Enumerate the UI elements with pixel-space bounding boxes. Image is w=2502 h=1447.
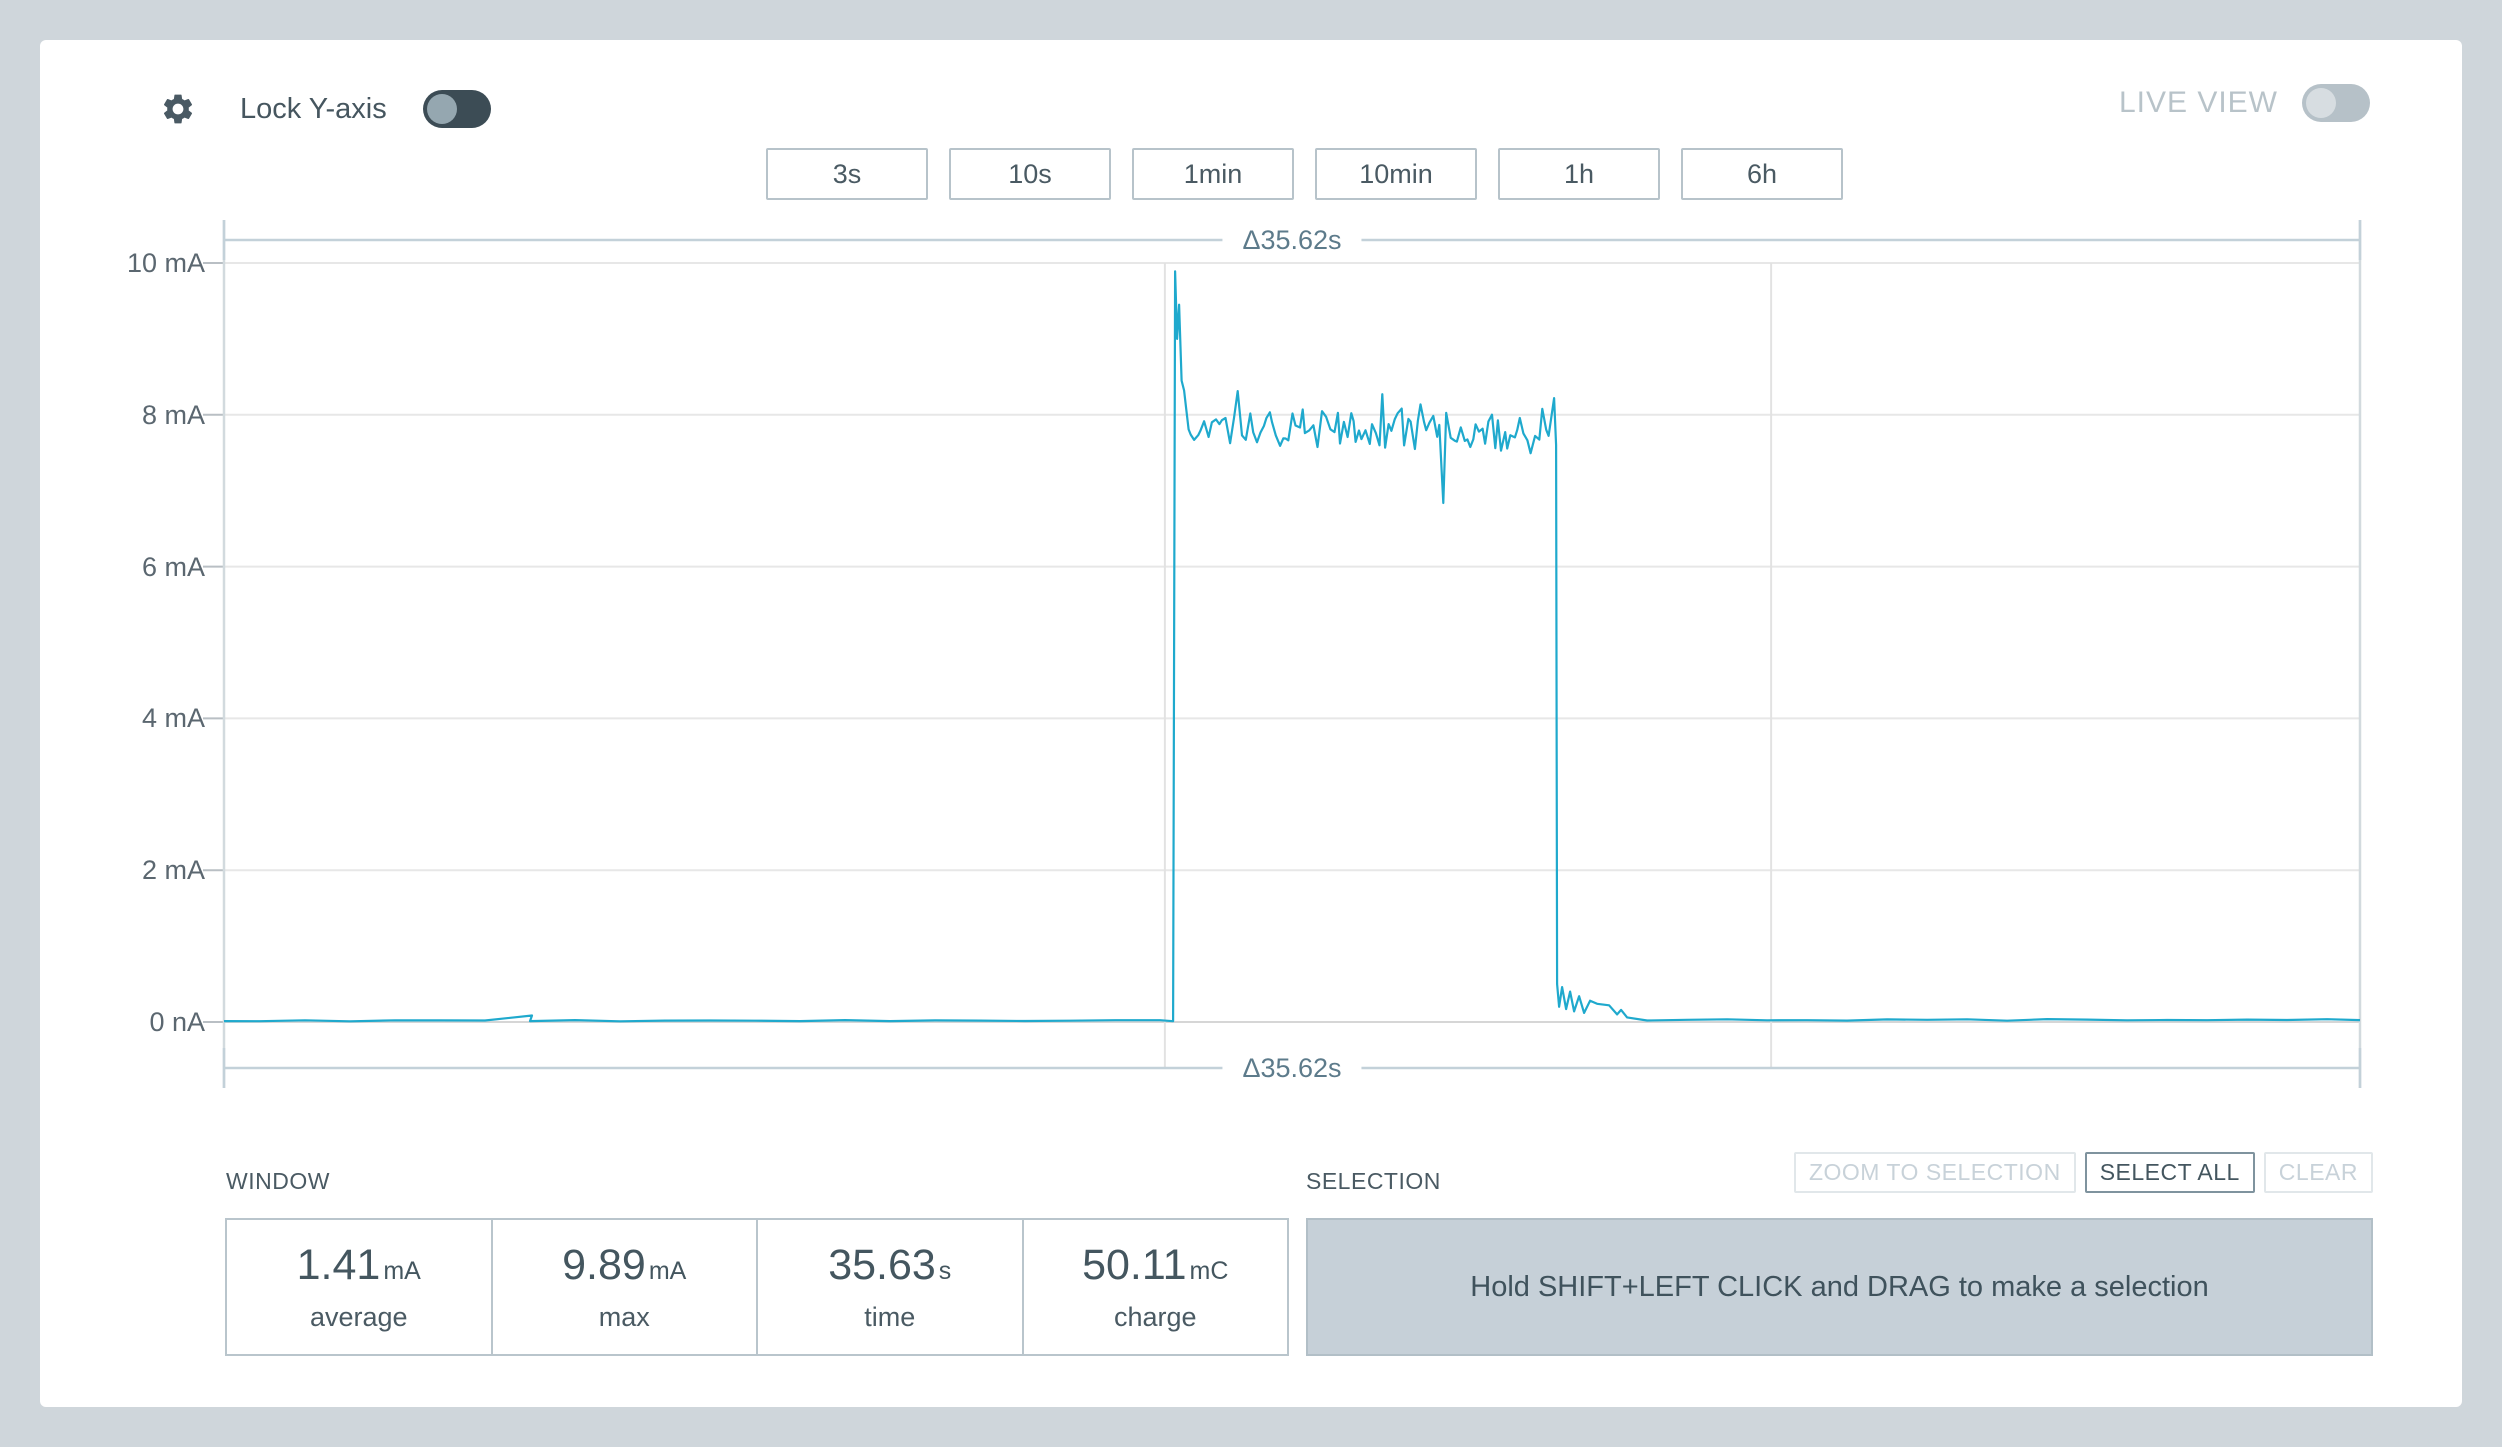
stat-max-value: 9.89: [562, 1241, 646, 1289]
y-axis-label: 10 mA: [126, 248, 205, 278]
lock-y-axis-toggle[interactable]: [422, 90, 491, 128]
window-duration-label-top: Δ35.62s: [1222, 224, 1362, 256]
lock-y-axis-toggle-knob: [426, 94, 457, 124]
main-panel: Lock Y-axis LIVE VIEW 3s 10s 1min 10min …: [40, 40, 2462, 1407]
time-range-button-6h[interactable]: 6h: [1681, 148, 1843, 200]
clear-selection-button: CLEAR: [2263, 1152, 2373, 1193]
y-axis-label: 6 mA: [141, 552, 205, 582]
selection-panel: Hold SHIFT+LEFT CLICK and DRAG to make a…: [1306, 1218, 2373, 1356]
time-range-button-3s[interactable]: 3s: [766, 148, 928, 200]
lock-y-axis-label: Lock Y-axis: [240, 92, 387, 125]
stat-charge-unit: mC: [1189, 1257, 1229, 1285]
y-axis-label: 4 mA: [141, 703, 205, 733]
live-view-toggle-knob: [2306, 88, 2336, 118]
chart-axes: [222, 220, 2362, 1088]
select-all-button[interactable]: SELECT ALL: [2084, 1152, 2255, 1193]
live-view-label: LIVE VIEW: [2118, 86, 2278, 119]
time-range-button-10min[interactable]: 10min: [1315, 148, 1477, 200]
stat-time-value: 35.63: [828, 1241, 936, 1289]
live-view-row: LIVE VIEW: [2119, 84, 2370, 122]
stat-charge-value: 50.11: [1082, 1241, 1187, 1289]
time-range-button-10s[interactable]: 10s: [949, 148, 1111, 200]
selection-hint-text: Hold SHIFT+LEFT CLICK and DRAG to make a…: [1470, 1270, 2209, 1303]
current-trace: [223, 270, 2361, 1023]
stat-charge-label: charge: [1113, 1302, 1197, 1332]
live-view-toggle[interactable]: [2302, 84, 2370, 122]
selection-buttons: ZOOM TO SELECTION SELECT ALL CLEAR: [1793, 1152, 2373, 1193]
stat-average-value: 1.41: [296, 1241, 381, 1289]
stat-time: 35.63 s time: [758, 1220, 1024, 1354]
chart-options-row: Lock Y-axis: [160, 90, 491, 128]
y-axis-label: 2 mA: [141, 855, 205, 885]
stat-time-label: time: [864, 1302, 916, 1332]
stat-average-label: average: [309, 1302, 408, 1332]
stat-max-unit: mA: [648, 1257, 687, 1285]
window-stats-box: 1.41 mA average 9.89 mA max 35.63 s time…: [225, 1218, 1289, 1356]
window-duration-label-bottom: Δ35.62s: [1222, 1052, 1362, 1084]
y-axis-label: 8 mA: [141, 400, 205, 430]
stat-max: 9.89 mA max: [493, 1220, 758, 1354]
stat-average: 1.41 mA average: [227, 1220, 493, 1354]
current-chart[interactable]: [100, 218, 2390, 1118]
time-range-button-1min[interactable]: 1min: [1132, 148, 1294, 200]
y-axis-label: 0 nA: [149, 1007, 205, 1037]
stat-average-unit: mA: [383, 1257, 421, 1285]
chart-gridlines: [203, 262, 2360, 1068]
stat-max-label: max: [598, 1302, 650, 1332]
time-range-button-1h[interactable]: 1h: [1498, 148, 1660, 200]
time-range-buttons: 3s 10s 1min 10min 1h 6h: [766, 148, 1843, 200]
window-section-label: WINDOW: [226, 1168, 330, 1194]
selection-section-label: SELECTION: [1306, 1168, 1441, 1194]
zoom-to-selection-button: ZOOM TO SELECTION: [1793, 1152, 2076, 1193]
stat-charge: 50.11 mC charge: [1024, 1220, 1288, 1354]
gear-icon[interactable]: [160, 91, 196, 127]
stat-time-unit: s: [938, 1257, 952, 1285]
